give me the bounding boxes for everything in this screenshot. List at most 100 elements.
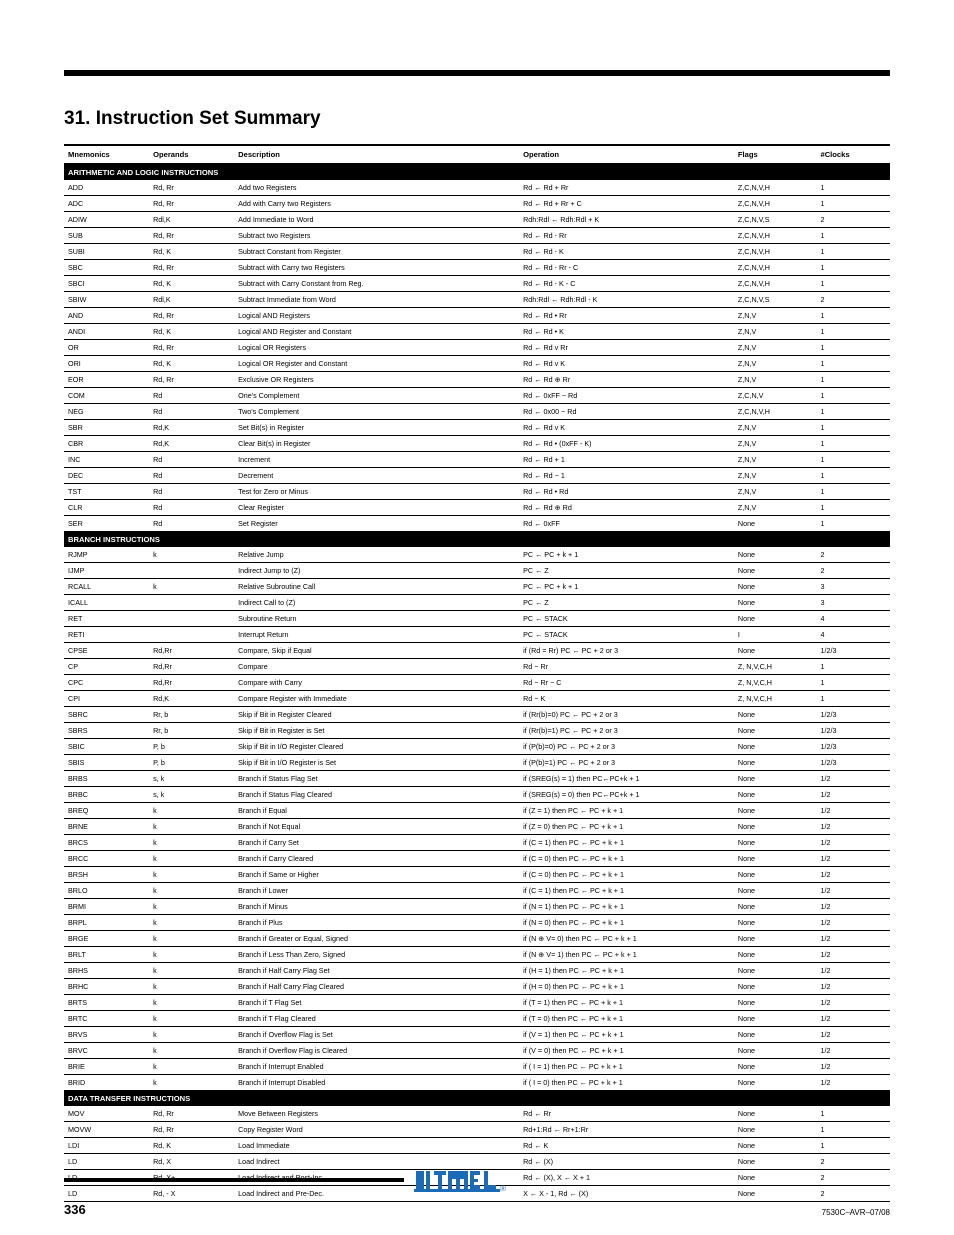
- cell-flags: Z, N,V,C,H: [734, 691, 817, 707]
- cell-clk: 1: [816, 484, 890, 500]
- cell-oper: Rd ← Rd - Rr: [519, 228, 734, 244]
- cell-op: Rd, Rr: [149, 196, 234, 212]
- cell-oper: Rd ← Rr: [519, 1106, 734, 1122]
- cell-op: s, k: [149, 787, 234, 803]
- table-head: Mnemonics Operands Description Operation…: [64, 145, 890, 164]
- table-row: BRCC kBranch if Carry Clearedif (C = 0) …: [64, 851, 890, 867]
- cell-mn: COM: [64, 388, 149, 404]
- cell-flags: None: [734, 707, 817, 723]
- cell-oper: if (Z = 1) then PC ← PC + k + 1: [519, 803, 734, 819]
- cell-flags: None: [734, 547, 817, 563]
- cell-clk: 1/2: [816, 947, 890, 963]
- table-row: SBRSRr, bSkip if Bit in Register is Seti…: [64, 723, 890, 739]
- table-row: MOVRd, RrMove Between RegistersRd ← RrNo…: [64, 1106, 890, 1122]
- cell-clk: 1: [816, 260, 890, 276]
- cell-op: Rd, K: [149, 324, 234, 340]
- cell-flags: None: [734, 931, 817, 947]
- cell-op: k: [149, 819, 234, 835]
- cell-clk: 1: [816, 356, 890, 372]
- cell-flags: Z,C,N,V,H: [734, 180, 817, 196]
- table-row: BRBCs, kBranch if Status Flag Clearedif …: [64, 787, 890, 803]
- cell-oper: if ( I = 1) then PC ← PC + k + 1: [519, 1059, 734, 1075]
- cell-desc: Branch if Status Flag Set: [234, 771, 519, 787]
- cell-mn: BRID: [64, 1075, 149, 1091]
- cell-oper: Rd ← Rd v K: [519, 356, 734, 372]
- cell-clk: 1/2: [816, 803, 890, 819]
- cell-clk: 1: [816, 196, 890, 212]
- cell-flags: None: [734, 739, 817, 755]
- cell-mn: TST: [64, 484, 149, 500]
- cell-desc: Test for Zero or Minus: [234, 484, 519, 500]
- table-row: CBRRd,KClear Bit(s) in RegisterRd ← Rd •…: [64, 436, 890, 452]
- cell-oper: Rd ← Rd • K: [519, 324, 734, 340]
- cell-mn: SBIW: [64, 292, 149, 308]
- cell-mn: BRPL: [64, 915, 149, 931]
- cell-mn: RETI: [64, 627, 149, 643]
- table-row: BRTC kBranch if T Flag Clearedif (T = 0)…: [64, 1011, 890, 1027]
- cell-op: [149, 595, 234, 611]
- cell-flags: None: [734, 995, 817, 1011]
- cell-oper: Rd − Rr: [519, 659, 734, 675]
- cell-op: Rd: [149, 404, 234, 420]
- cell-oper: if ( I = 0) then PC ← PC + k + 1: [519, 1075, 734, 1091]
- cell-flags: None: [734, 643, 817, 659]
- cell-oper: if (P(b)=0) PC ← PC + 2 or 3: [519, 739, 734, 755]
- cell-oper: PC ← Z: [519, 595, 734, 611]
- cell-desc: Branch if Same or Higher: [234, 867, 519, 883]
- cell-mn: ICALL: [64, 595, 149, 611]
- cell-flags: None: [734, 563, 817, 579]
- cell-flags: Z,C,N,V,H: [734, 228, 817, 244]
- cell-desc: Branch if Half Carry Flag Cleared: [234, 979, 519, 995]
- cell-desc: Increment: [234, 452, 519, 468]
- cell-flags: Z,C,N,V,S: [734, 212, 817, 228]
- cell-mn: CP: [64, 659, 149, 675]
- cell-desc: Skip if Bit in I/O Register Cleared: [234, 739, 519, 755]
- table-row: CPSERd,RrCompare, Skip if Equalif (Rd = …: [64, 643, 890, 659]
- cell-oper: if (V = 0) then PC ← PC + k + 1: [519, 1043, 734, 1059]
- cell-mn: SUB: [64, 228, 149, 244]
- cell-oper: if (N = 0) then PC ← PC + k + 1: [519, 915, 734, 931]
- table-row: CLRRdClear RegisterRd ← Rd ⊕ RdZ,N,V1: [64, 500, 890, 516]
- table-row: SERRdSet RegisterRd ← 0xFFNone1: [64, 516, 890, 532]
- table-body: ARITHMETIC AND LOGIC INSTRUCTIONSADDRd, …: [64, 164, 890, 1202]
- cell-clk: 1: [816, 308, 890, 324]
- top-rule: [64, 70, 890, 76]
- cell-mn: BRHC: [64, 979, 149, 995]
- cell-mn: RCALL: [64, 579, 149, 595]
- table-row: BRLO kBranch if Lowerif (C = 1) then PC …: [64, 883, 890, 899]
- cell-oper: Rd ← Rd ⊕ Rd: [519, 500, 734, 516]
- cell-op: k: [149, 899, 234, 915]
- cell-clk: 1/2/3: [816, 739, 890, 755]
- cell-desc: Branch if Greater or Equal, Signed: [234, 931, 519, 947]
- cell-desc: Branch if Lower: [234, 883, 519, 899]
- cell-mn: BRTC: [64, 1011, 149, 1027]
- table-section-title: BRANCH INSTRUCTIONS: [64, 532, 890, 547]
- cell-clk: 2: [816, 547, 890, 563]
- table-row: BRTS kBranch if T Flag Setif (T = 1) the…: [64, 995, 890, 1011]
- cell-desc: Skip if Bit in Register is Set: [234, 723, 519, 739]
- table-row: CPRd,RrCompareRd − RrZ, N,V,C,H1: [64, 659, 890, 675]
- cell-mn: SER: [64, 516, 149, 532]
- cell-flags: None: [734, 1075, 817, 1091]
- cell-flags: I: [734, 627, 817, 643]
- cell-desc: Compare, Skip if Equal: [234, 643, 519, 659]
- cell-flags: None: [734, 835, 817, 851]
- cell-flags: Z,N,V: [734, 500, 817, 516]
- table-row: BRMI kBranch if Minusif (N = 1) then PC …: [64, 899, 890, 915]
- cell-oper: Rd ← K: [519, 1138, 734, 1154]
- cell-op: Rd, Rr: [149, 308, 234, 324]
- instruction-table: Mnemonics Operands Description Operation…: [64, 144, 890, 1202]
- cell-op: Rd, K: [149, 1138, 234, 1154]
- cell-desc: Branch if Interrupt Enabled: [234, 1059, 519, 1075]
- table-section-title: DATA TRANSFER INSTRUCTIONS: [64, 1091, 890, 1106]
- cell-flags: None: [734, 787, 817, 803]
- svg-text:®: ®: [500, 1184, 506, 1193]
- cell-desc: Move Between Registers: [234, 1106, 519, 1122]
- cell-op: k: [149, 883, 234, 899]
- cell-oper: Rd ← Rd - Rr - C: [519, 260, 734, 276]
- cell-flags: Z,C,N,V,S: [734, 292, 817, 308]
- cell-oper: Rd ← Rd v Rr: [519, 340, 734, 356]
- table-row: RJMPkRelative JumpPC ← PC + k + 1None2: [64, 547, 890, 563]
- cell-clk: 1/2: [816, 1011, 890, 1027]
- cell-op: Rd,Rr: [149, 643, 234, 659]
